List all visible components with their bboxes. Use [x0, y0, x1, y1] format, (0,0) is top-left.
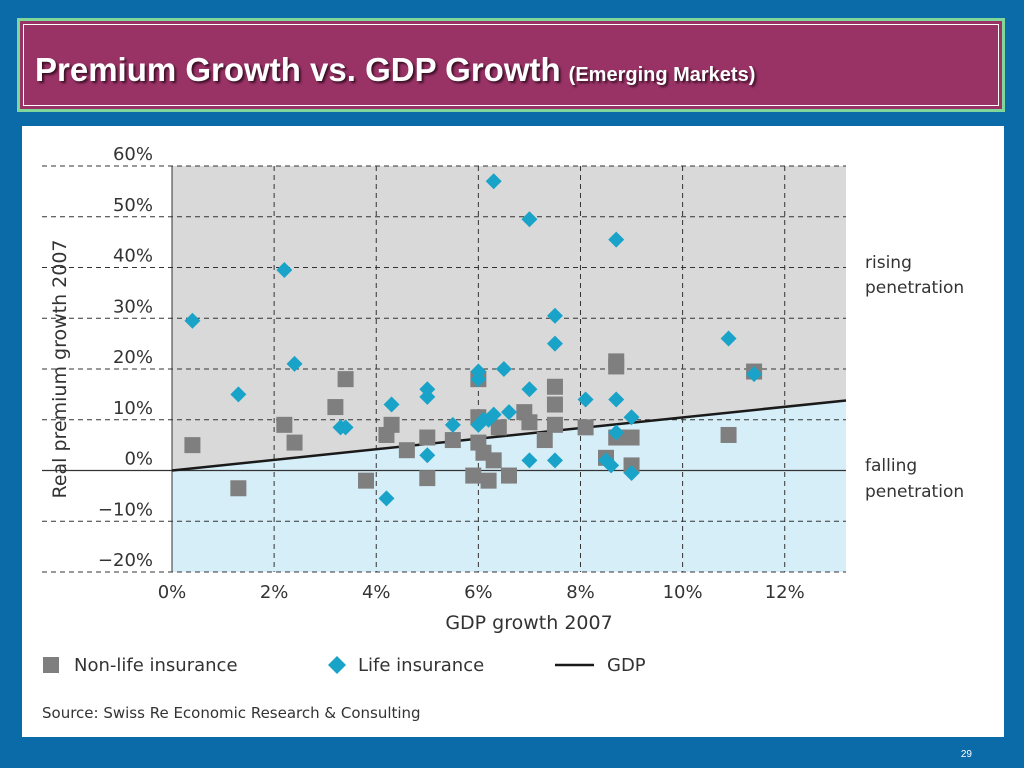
y-tick-label: 40%	[113, 246, 153, 267]
legend-gdp-label: GDP	[607, 655, 646, 676]
nonlife-point	[419, 429, 436, 446]
life-point	[337, 419, 354, 436]
scatter-chart: 60% 50% 40% 30% 20% 10% 0% −10% −20% 0% 2% 4% 6% 8% 1…	[42, 144, 964, 722]
legend: Non-life insurance Life insurance GDP	[43, 655, 646, 676]
life-point	[623, 465, 640, 482]
nonlife-point	[546, 416, 563, 433]
nonlife-point	[286, 434, 303, 451]
life-point	[546, 335, 563, 352]
life-point	[495, 361, 512, 377]
nonlife-point	[623, 429, 640, 446]
life-point	[184, 312, 201, 329]
nonlife-point	[608, 358, 625, 375]
legend-nonlife-marker	[43, 657, 59, 673]
nonlife-point	[577, 419, 594, 436]
life-point	[608, 391, 625, 408]
chart-panel: 60% 50% 40% 30% 20% 10% 0% −10% −20% 0% 2% 4% 6% 8% 1…	[22, 126, 1004, 737]
nonlife-point	[337, 371, 354, 388]
nonlife-point	[419, 470, 436, 487]
nonlife-point	[383, 416, 400, 433]
y-tick-label: 50%	[113, 195, 153, 216]
nonlife-point	[490, 419, 507, 436]
life-point	[521, 381, 538, 398]
page-number: 29	[960, 749, 972, 760]
nonlife-point	[276, 416, 293, 433]
y-axis-label: Real premium growth 2007	[49, 239, 71, 498]
life-point	[485, 406, 502, 423]
x-tick-label: 6%	[464, 582, 493, 603]
y-tick-label: 60%	[113, 144, 153, 165]
legend-life-label: Life insurance	[358, 655, 484, 676]
life-point	[521, 452, 538, 469]
life-point	[501, 404, 517, 421]
nonlife-point	[398, 442, 415, 459]
falling-penetration-zone	[172, 400, 846, 572]
nonlife-point	[327, 399, 344, 416]
data-points	[184, 173, 763, 507]
life-point	[603, 457, 620, 474]
slide-title: Premium Growth vs. GDP Growth (Emerging M…	[35, 51, 755, 89]
x-tick-label: 10%	[663, 582, 703, 603]
nonlife-point	[521, 414, 538, 431]
life-point	[546, 452, 563, 469]
y-tick-label: 10%	[113, 398, 153, 419]
title-subtitle: (Emerging Markets)	[568, 64, 756, 86]
nonlife-point	[465, 467, 482, 484]
source-note: Source: Swiss Re Economic Research & Con…	[42, 704, 421, 722]
falling-label-line1: falling	[865, 456, 917, 476]
life-point	[546, 307, 563, 324]
life-point	[444, 416, 461, 433]
life-point	[521, 211, 538, 228]
rising-label-line2: penetration	[865, 278, 964, 298]
y-tick-label: −10%	[98, 499, 153, 520]
nonlife-point	[230, 480, 247, 497]
nonlife-point	[536, 432, 553, 449]
life-point	[485, 173, 502, 190]
gdp-line	[171, 399, 847, 472]
life-point	[286, 355, 303, 372]
x-tick-label: 4%	[362, 582, 391, 603]
nonlife-point	[546, 378, 563, 395]
x-tick-label: 12%	[765, 582, 805, 603]
falling-label-line2: penetration	[865, 482, 964, 502]
x-axis-label: GDP growth 2007	[445, 612, 612, 634]
nonlife-point	[444, 432, 461, 449]
life-point	[746, 366, 763, 383]
rising-penetration-zone	[172, 166, 846, 471]
life-point	[276, 262, 293, 279]
nonlife-point	[358, 472, 375, 489]
life-point	[608, 424, 625, 441]
legend-nonlife-label: Non-life insurance	[74, 655, 238, 676]
nonlife-point	[184, 437, 201, 454]
life-point	[230, 386, 247, 403]
x-tick-label: 8%	[566, 582, 595, 603]
x-tick-labels: 0% 2% 4% 6% 8% 10% 12%	[158, 582, 805, 603]
life-point	[623, 409, 640, 426]
x-tick-label: 2%	[260, 582, 289, 603]
nonlife-point	[485, 452, 502, 469]
nonlife-point	[546, 396, 563, 413]
y-tick-label: 0%	[124, 449, 153, 470]
y-tick-labels: 60% 50% 40% 30% 20% 10% 0% −10% −20%	[98, 144, 153, 571]
y-tick-label: −20%	[98, 550, 153, 571]
life-point	[608, 231, 625, 248]
nonlife-point	[720, 426, 737, 443]
life-point	[419, 447, 436, 464]
title-bar: Premium Growth vs. GDP Growth (Emerging M…	[17, 18, 1005, 112]
life-point	[378, 490, 395, 507]
nonlife-point	[480, 472, 497, 489]
legend-life-marker	[328, 656, 346, 674]
x-tick-label: 0%	[158, 582, 187, 603]
title-main-text: Premium Growth vs. GDP Growth	[35, 51, 561, 88]
life-point	[720, 330, 737, 347]
rising-label-line1: rising	[865, 253, 912, 273]
life-point	[419, 388, 436, 405]
y-tick-label: 30%	[113, 296, 153, 317]
life-point	[577, 391, 594, 408]
nonlife-point	[501, 467, 517, 484]
y-tick-label: 20%	[113, 347, 153, 368]
life-point	[383, 396, 400, 413]
life-point	[470, 371, 487, 388]
